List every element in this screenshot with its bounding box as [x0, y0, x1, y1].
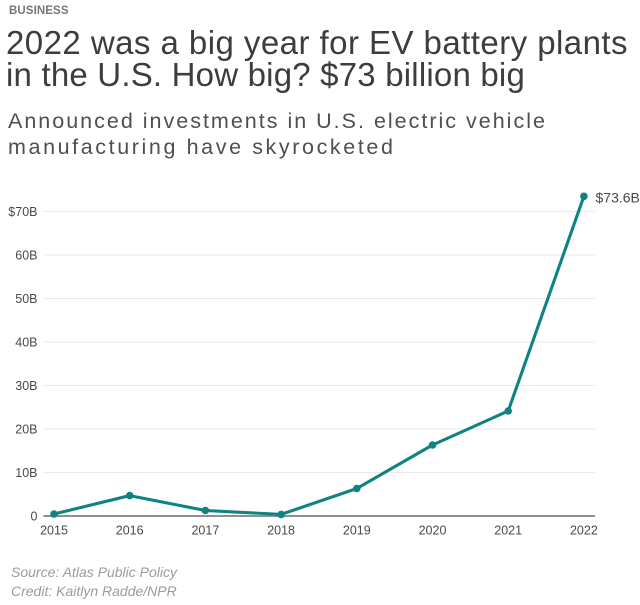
- svg-text:0: 0: [31, 510, 38, 524]
- svg-text:10B: 10B: [15, 466, 37, 480]
- svg-text:$73.6B: $73.6B: [596, 190, 640, 206]
- svg-text:30B: 30B: [15, 379, 37, 393]
- svg-text:$70B: $70B: [8, 205, 37, 219]
- svg-text:40B: 40B: [15, 336, 37, 350]
- svg-text:60B: 60B: [15, 249, 37, 263]
- svg-text:2022: 2022: [570, 524, 598, 538]
- svg-text:50B: 50B: [15, 292, 37, 306]
- svg-text:2017: 2017: [191, 524, 219, 538]
- svg-text:2018: 2018: [267, 524, 295, 538]
- svg-text:2021: 2021: [494, 524, 522, 538]
- svg-text:2019: 2019: [343, 524, 371, 538]
- svg-text:2015: 2015: [40, 524, 68, 538]
- svg-text:2016: 2016: [116, 524, 144, 538]
- svg-text:20B: 20B: [15, 423, 37, 437]
- svg-text:2020: 2020: [419, 524, 447, 538]
